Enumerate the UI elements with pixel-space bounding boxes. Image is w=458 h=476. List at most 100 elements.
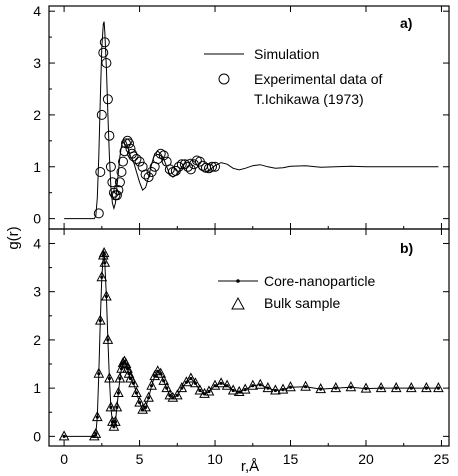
- panel-b-series-0-point: [103, 261, 107, 265]
- panel-a-label: a): [400, 15, 412, 31]
- panel-b-series-0-point: [334, 386, 338, 390]
- panel-a-series-1-point: [93, 208, 104, 219]
- panel-b-series-0-point: [107, 376, 111, 381]
- panel-b-series-1-point: [375, 382, 387, 393]
- panel-b-series-0-point: [225, 384, 229, 388]
- panel-b-series-1-point: [433, 382, 444, 393]
- x-axis-title: r,Å: [241, 458, 259, 475]
- legend-experimental-label-2: T.Ichikawa (1973): [254, 91, 364, 107]
- panel-b-series-0-point: [213, 384, 217, 388]
- panel-b-series-1-point: [93, 367, 105, 378]
- panel-b-series-1-point: [98, 247, 110, 258]
- panel-a-series-1-point: [182, 161, 193, 172]
- panel-b-xtick-label: 15: [283, 451, 299, 467]
- panel-a-series-1-point: [124, 138, 134, 149]
- panel-a-series-1-point: [101, 58, 112, 68]
- panel-b-series-0-point: [109, 405, 113, 409]
- panel-b-series-1-point: [221, 379, 233, 390]
- panel-a-series-1-point: [158, 150, 169, 161]
- panel-b-series-1-point: [254, 378, 266, 389]
- panel-b-series-0-point: [304, 385, 308, 389]
- panel-b-series-1-point: [190, 377, 201, 388]
- panel-b-series-0-point: [95, 415, 99, 419]
- panel-b-series-1-point: [215, 377, 227, 388]
- panel-b-series-0-point: [243, 388, 247, 392]
- panel-b-ytick-label: 2: [33, 332, 41, 348]
- panel-b-series-0-point: [165, 386, 169, 390]
- panel-b-series-1-point: [247, 379, 259, 390]
- panel-b-ytick-label: 4: [33, 235, 41, 251]
- panel-b-series-1-point: [146, 379, 157, 390]
- panel-b-series-1-point: [421, 382, 432, 393]
- panel-b-series-1-point: [99, 256, 111, 267]
- panel-b-series-1-point: [101, 290, 112, 301]
- panel-b-series-1-point: [91, 411, 103, 422]
- panel-b-series-1-point: [185, 372, 197, 383]
- panel-b-series-1-point: [104, 372, 115, 383]
- panel-b-series-1-point: [90, 427, 102, 438]
- panel-b-series-1-point: [110, 415, 121, 426]
- panel-b-series-0-point: [237, 390, 241, 394]
- panel-b-series-1-point: [176, 382, 188, 393]
- y-axis-title: g(r): [5, 226, 22, 249]
- legend-experimental-swatch: [218, 73, 230, 85]
- panel-a-series-1-point: [99, 37, 110, 48]
- panel-b-series-1-point: [158, 374, 170, 385]
- panel-b-series-0-point: [180, 386, 184, 390]
- panel-a-ytick-label: 4: [33, 3, 41, 19]
- panel-b-series-1-point: [137, 403, 148, 414]
- panel-b-series-1-point: [128, 377, 139, 388]
- panel-b-series-1-point: [203, 385, 215, 396]
- panel-b-series-1-point: [345, 381, 357, 392]
- panel-b-series-1-point: [155, 367, 167, 378]
- panel-b-series-0-point: [147, 396, 151, 400]
- panel-b-series-1-point: [199, 387, 210, 398]
- panel-b-series-1-point: [102, 333, 114, 344]
- panel-b-series-0-point: [98, 319, 102, 323]
- panel-a-series-1-point: [95, 167, 106, 177]
- panel-a-series-1-point: [104, 130, 115, 141]
- panel-a-ytick-label: 2: [33, 107, 41, 123]
- panel-a-series-1-point: [96, 109, 107, 120]
- panel-b-series-0-point: [349, 385, 353, 389]
- panel-b-series-0-point: [104, 294, 108, 299]
- panel-b-series-0-point: [189, 376, 193, 381]
- panel-a-series-1-point: [164, 164, 175, 175]
- legend-simulation-label: Simulation: [254, 46, 319, 62]
- panel-a-series-1-point: [118, 156, 128, 167]
- panel-a-plot: 0 1 2 3 4: [33, 3, 449, 229]
- panel-a-series-1-point: [128, 151, 139, 162]
- panel-b-frame: [48, 228, 450, 447]
- legend-core-label: Core-nanoparticle: [264, 273, 375, 289]
- panel-b-series-0-point: [379, 386, 383, 390]
- panel-b-series-0-point: [112, 425, 116, 429]
- panel-b-series-0-point: [319, 387, 323, 391]
- panel-b-xtick-label: 5: [136, 451, 144, 467]
- legend-bulk-swatch: [231, 296, 245, 310]
- panel-b-series-0-point: [150, 384, 154, 388]
- legend-core-dot: [236, 279, 240, 283]
- panel-a-series-1-point: [143, 172, 154, 183]
- panel-a-series-1-point: [131, 154, 142, 164]
- panel-b-series-1-point: [131, 386, 142, 397]
- panel-a-series-1-point: [146, 167, 157, 177]
- panel-a-series-0-line: [64, 21, 439, 220]
- panel-b-series-1-point: [171, 389, 183, 400]
- panel-b-series-1-point: [360, 382, 372, 393]
- panel-a-series-1-point: [111, 190, 122, 201]
- panel-a-series-1-point: [185, 164, 196, 175]
- panel-a-series-1-point: [210, 161, 220, 172]
- panel-b-ytick-label: 3: [33, 284, 41, 300]
- panel-a-series-1-point: [105, 161, 116, 172]
- panel-a-series-1-point: [114, 177, 125, 188]
- panel-b-series-0-point: [436, 386, 440, 390]
- panel-b-series-1-point: [111, 401, 123, 412]
- panel-b-series-0-point: [251, 384, 255, 388]
- panel-b-series-1-point: [405, 382, 417, 393]
- panel-a-series-1-point: [134, 156, 145, 167]
- panel-b-series-1-point: [134, 396, 145, 407]
- panel-b-series-1-point: [58, 430, 70, 441]
- panel-b-series-1-point: [96, 271, 108, 282]
- panel-b-series-0-point: [394, 386, 398, 390]
- panel-a-series-1-point: [155, 148, 166, 159]
